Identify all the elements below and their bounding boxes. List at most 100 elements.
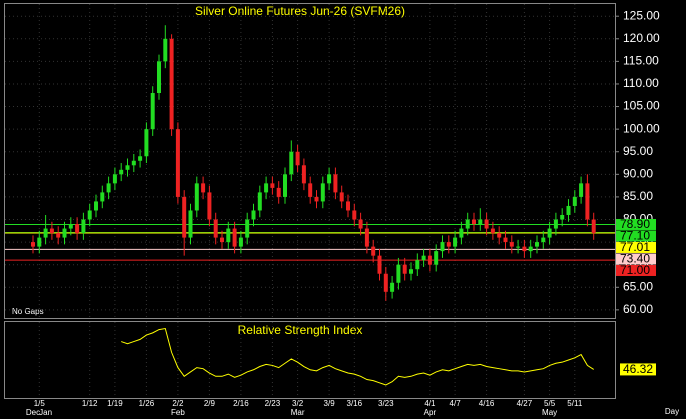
candle-body (213, 219, 218, 238)
annotation: No Gaps (12, 307, 44, 316)
candle-body (320, 183, 325, 202)
y-tick-label: 120.00 (623, 31, 660, 45)
candle-body (560, 214, 565, 220)
candle-body (31, 242, 35, 247)
x-tick-label: 4/7 (450, 399, 462, 408)
candle-body (396, 264, 401, 283)
x-tick-label: 1/26 (139, 399, 155, 408)
candle-body (68, 224, 73, 229)
candle-body (352, 210, 357, 220)
candle-body (289, 151, 294, 175)
month-label: Apr (424, 408, 437, 417)
month-label: Jan (39, 408, 52, 417)
x-axis-label: Day (665, 407, 679, 416)
price-label: 71.00 (620, 263, 650, 277)
candle-body (472, 219, 476, 225)
x-tick-label: 3/16 (347, 399, 363, 408)
price-label-box (616, 230, 656, 242)
y-tick-label: 115.00 (623, 54, 659, 68)
candle-body (207, 192, 212, 220)
price-label: 77.10 (620, 229, 650, 243)
price-label: 77.01 (620, 240, 650, 254)
price-panel (4, 3, 616, 319)
candle-body (188, 210, 193, 238)
candle-body (547, 228, 552, 238)
x-tick-label: 2/2 (172, 399, 184, 408)
candle-body (333, 174, 338, 193)
y-tick-label: 100.00 (623, 121, 660, 135)
candle-body (591, 219, 596, 234)
candle-body (490, 228, 495, 234)
candle-body (119, 169, 124, 175)
x-tick-label: 1/5 (34, 399, 46, 408)
candle-body (169, 38, 174, 130)
candle-body (509, 242, 514, 247)
candle-body (497, 233, 502, 238)
y-tick-label: 110.00 (623, 76, 659, 90)
candle-body (453, 237, 458, 247)
y-tick-label: 60.00 (623, 302, 653, 316)
candle-body (572, 196, 577, 206)
candle-body (478, 219, 483, 225)
candle-body (541, 237, 546, 243)
candle-body (434, 251, 439, 265)
rsi-value-label: 46.32 (623, 362, 653, 376)
candle-body (415, 260, 420, 270)
x-tick-label: 4/1 (424, 399, 436, 408)
price-label: 78.90 (620, 217, 650, 231)
candle-body (220, 237, 224, 243)
candle-body (87, 210, 92, 220)
x-tick-label: 3/2 (292, 399, 304, 408)
candle-body (301, 165, 306, 184)
candle-body (175, 129, 180, 197)
candle-body (232, 228, 237, 247)
candle-body (402, 264, 407, 274)
candle-body (257, 192, 262, 211)
rsi-label-box (620, 363, 656, 376)
x-tick-label: 2/16 (233, 399, 249, 408)
candle-body (358, 219, 363, 229)
candle-body (182, 196, 187, 238)
candle-body (377, 255, 382, 274)
candle-body (535, 242, 539, 247)
x-tick-label: 3/23 (378, 399, 394, 408)
candle-body (138, 156, 143, 161)
candle-body (346, 201, 350, 211)
y-tick-label: 85.00 (623, 189, 653, 203)
candle-body (579, 183, 584, 197)
candle-body (194, 183, 199, 211)
candle-body (144, 129, 149, 157)
candle-body (112, 174, 117, 184)
price-label-box (616, 241, 656, 253)
candle-body (75, 224, 80, 234)
candle-body (339, 192, 344, 202)
rsi-line (121, 327, 594, 386)
candle-body (37, 237, 42, 247)
x-tick-label: 2/23 (265, 399, 281, 408)
month-label: Feb (171, 408, 185, 417)
candle-body (264, 183, 269, 193)
candle-body (446, 242, 451, 247)
candle-body (81, 219, 86, 234)
candle-body (295, 151, 300, 166)
candle-body (94, 201, 98, 211)
candle-body (276, 187, 281, 197)
month-label: Dec (26, 408, 40, 417)
x-tick-label: 1/12 (82, 399, 98, 408)
candle-body (226, 228, 231, 243)
rsi-title: Relative Strength Index (238, 323, 363, 337)
chart-title: Silver Online Futures Jun-26 (SVFM26) (195, 4, 405, 18)
candle-body (440, 242, 445, 252)
candle-body (100, 192, 105, 202)
candle-body (314, 196, 319, 202)
candle-body (157, 61, 161, 94)
candle-body (201, 183, 206, 193)
x-tick-label: 5/5 (544, 399, 556, 408)
month-label: Mar (291, 408, 305, 417)
candle-body (270, 183, 275, 188)
y-tick-label: 65.00 (623, 279, 653, 293)
price-label: 73.40 (620, 252, 650, 266)
candle-body (308, 183, 313, 197)
candle-body (238, 237, 243, 247)
